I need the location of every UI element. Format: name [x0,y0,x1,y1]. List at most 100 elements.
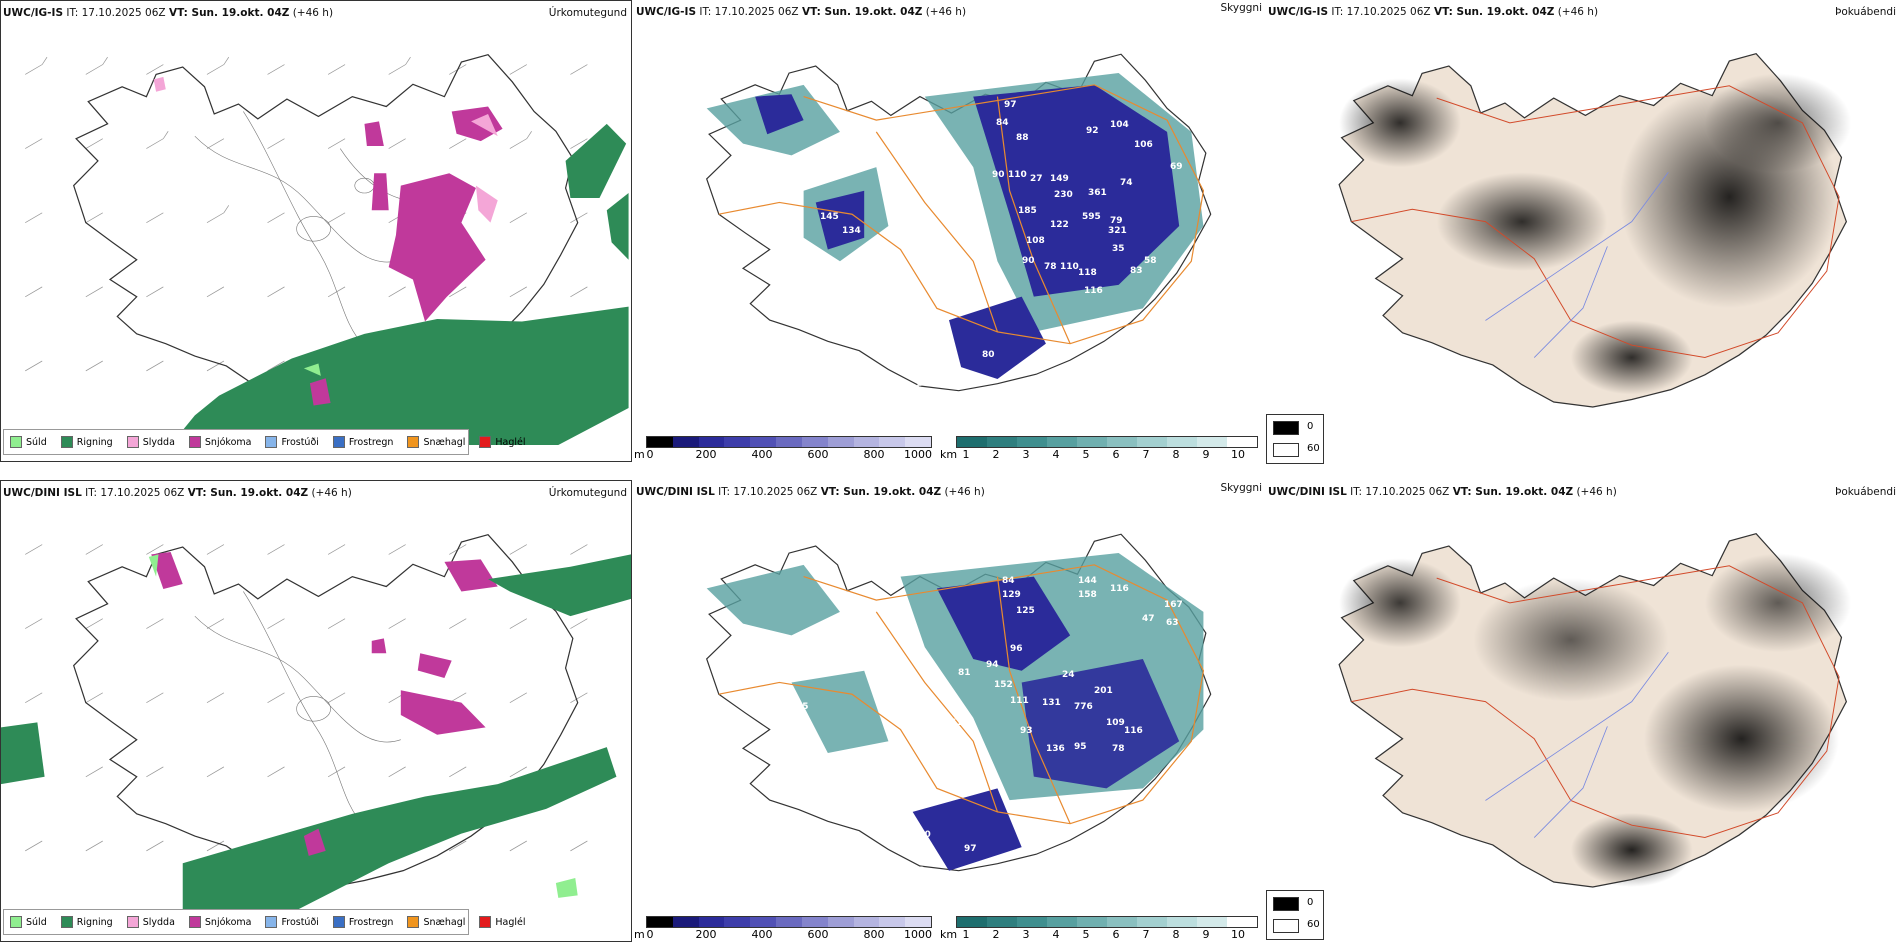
height-colorbar: m 0 200 400 600 800 1000 [634,436,934,466]
legend-swatch [10,916,22,928]
height-colorbar-bar [646,436,932,448]
fog-map [1338,533,1852,888]
map-value: 61 [950,718,963,728]
colorbar-tick: 0 [646,928,654,941]
legend-swatch [479,916,492,928]
colorbar-tick: 6 [1112,928,1120,941]
colorbar-tick: 5 [1082,928,1090,941]
colorbar-tick: 10 [1231,448,1245,461]
map-value: 94 [986,660,999,670]
colorbar-tick: 200 [695,928,717,941]
map-value: 79 [944,240,957,250]
map-value: 103 [878,746,897,756]
map-value: 88 [772,720,785,730]
colorbar-tick: 3 [1022,448,1030,461]
legend-swatch [332,916,345,928]
legend-item: Súld [10,916,47,928]
colorbar-unit: m [634,928,645,941]
map-value: 84 [996,118,1009,128]
visibility-colorbar-bar [956,436,1258,448]
colorbar-tick: 6 [1112,448,1120,461]
legend-item: Súld [10,436,47,448]
roads [1351,85,1840,359]
map-value: 149 [1050,174,1069,184]
map-value: 24 [1062,670,1075,680]
map-value: 109 [1106,718,1125,728]
map-value: 321 [1108,226,1127,236]
colorbar-tick: 400 [751,928,773,941]
map-value: 81 [826,90,839,100]
precip-map [1,534,631,925]
precip-areas [1,551,631,925]
visibility-colorbar: km 1 2 3 4 5 6 7 8 9 10 [940,436,1260,466]
legend-swatch [60,916,73,928]
map-value: 106 [1134,140,1153,150]
fog-index-panel: UWC/IG-IS IT: 17.10.2025 06Z VT: Sun. 19… [1266,0,1900,470]
map-value: 35 [1112,244,1125,254]
map-value: 129 [1002,590,1021,600]
panel-label: Skyggni [1220,2,1263,14]
colorbar-tick: 1000 [904,928,932,941]
legend-item: Snjókoma [188,916,251,928]
fog-legend: 0 60 [1266,890,1324,940]
legend-swatch [332,436,345,448]
precip-map [25,54,629,445]
height-colorbar: m 0 200 400 600 800 1000 [634,916,934,946]
fog-legend-dark-label: 0 [1307,421,1314,432]
colorbar-tick: 800 [863,928,885,941]
colorbar-tick: 7 [1142,928,1150,941]
colorbar-tick: 2 [992,448,1000,461]
colorbar-tick: 4 [1052,928,1060,941]
forecast-row-igis: UWC/IG-IS IT: 17.10.2025 06Z VT: Sun. 19… [0,0,1900,470]
map-value: 74 [1120,178,1133,188]
panel-label: Þokuábendi [1835,486,1896,498]
precip-legend: Súld Rigning Slydda Snjókoma Frostúði Fr… [3,909,526,935]
map-value: 90 [992,170,1005,180]
map-value: 63 [1166,618,1179,628]
precip-type-panel: UWC/IG-IS IT: 17.10.2025 06Z VT: Sun. 19… [0,0,632,462]
map-value: 201 [1094,686,1113,696]
fog-map [1338,53,1852,408]
visibility-panel: UWC/IG-IS IT: 17.10.2025 06Z VT: Sun. 19… [634,0,1264,470]
map-value: 145 [820,212,839,222]
map-value: 79 [1110,216,1123,226]
colorbar-tick: 2 [992,928,1000,941]
colorbar-tick: 600 [807,928,829,941]
legend-swatch [60,436,73,448]
legend-item: Snæhagl [407,436,465,448]
legend-item: Snæhagl [407,916,465,928]
map-value: 88 [912,866,925,876]
visibility-map [706,53,1212,392]
map-value: 130 [912,830,931,840]
roads [1351,565,1840,839]
map-value: 84 [1002,576,1015,586]
legend-swatch [407,436,420,448]
map-value: 116 [1110,584,1129,594]
colorbar-tick: 800 [863,448,885,461]
panel-title: UWC/DINI ISL IT: 17.10.2025 06Z VT: Sun.… [3,487,352,499]
map-value: 56 [940,356,953,366]
legend-item: Frostregn [332,436,393,448]
map-value: 361 [1088,188,1107,198]
map-value: 78 [1044,262,1057,272]
panel-title: UWC/DINI ISL IT: 17.10.2025 06Z VT: Sun.… [1268,486,1617,498]
colorbar-tick: 9 [1202,448,1210,461]
colorbar-tick: 0 [646,448,654,461]
map-value: 95 [1074,742,1087,752]
visibility-panel: UWC/DINI ISL IT: 17.10.2025 06Z VT: Sun.… [634,480,1264,950]
legend-swatch [188,436,201,448]
precip-areas [153,76,629,445]
map-value: 47 [1142,614,1155,624]
colorbar-tick: 5 [1082,448,1090,461]
legend-swatch [188,916,201,928]
rivers [1485,171,1669,358]
panel-label: Úrkomutegund [548,7,627,19]
fog-index-panel: UWC/DINI ISL IT: 17.10.2025 06Z VT: Sun.… [1266,480,1900,950]
map-value: 90 [1022,256,1035,266]
visibility-areas [706,553,1204,871]
map-value: 80 [982,350,995,360]
map-value: 776 [1074,702,1093,712]
legend-swatch [265,916,278,928]
colorbar-tick: 3 [1022,928,1030,941]
map-value: 93 [1020,726,1033,736]
